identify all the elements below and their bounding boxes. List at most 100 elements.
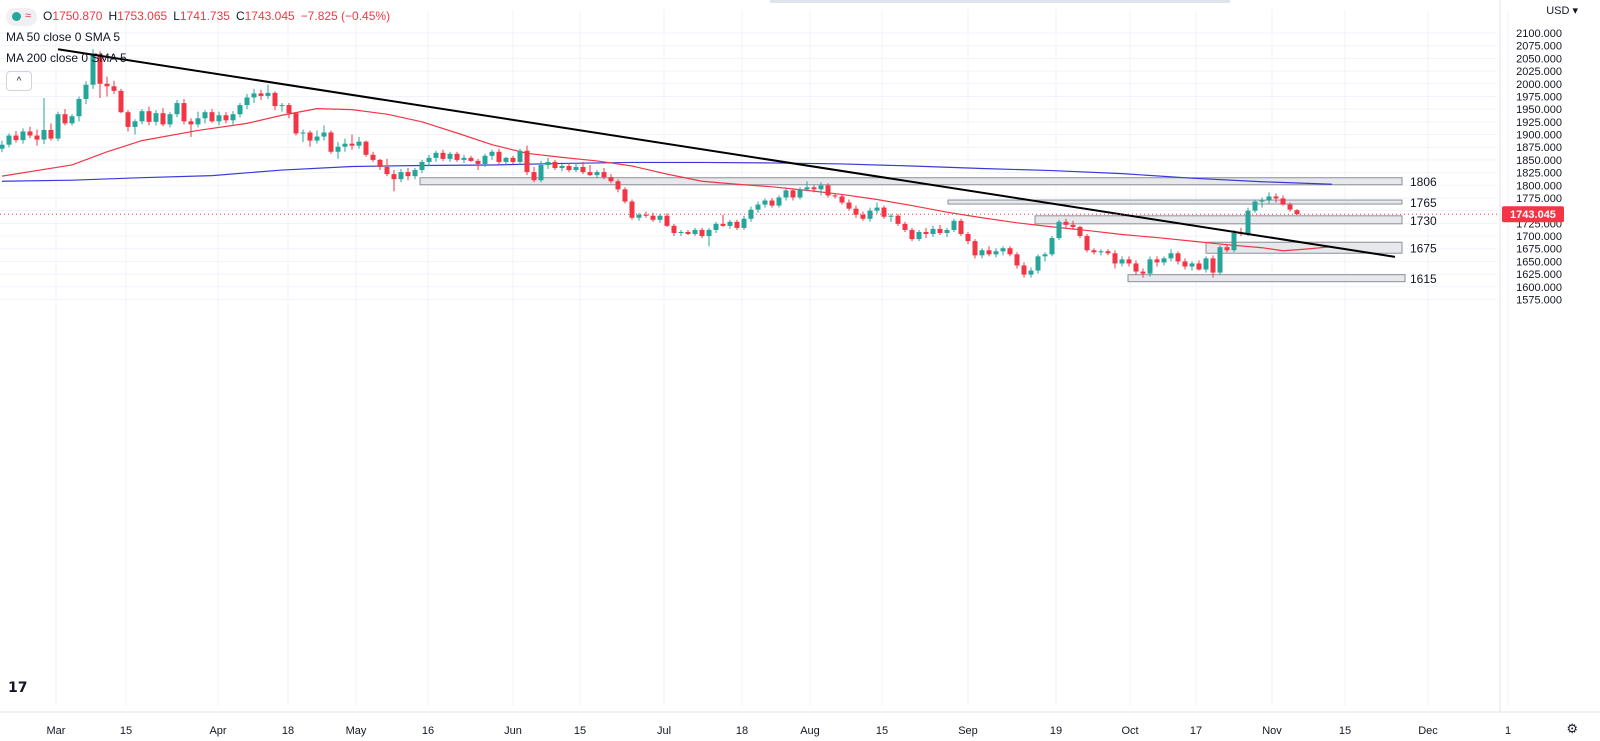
candle-body bbox=[1161, 258, 1167, 263]
candle-body bbox=[783, 190, 789, 198]
candle-body bbox=[13, 135, 19, 141]
candle-body bbox=[685, 231, 691, 235]
candle-body bbox=[1175, 253, 1181, 262]
candle-body bbox=[384, 167, 390, 175]
candle-body bbox=[657, 215, 663, 220]
candle-body bbox=[888, 215, 894, 217]
candle-body bbox=[692, 229, 698, 235]
level-label-1615: 1615 bbox=[1410, 272, 1437, 286]
y-tick-label: 1950.000 bbox=[1516, 104, 1562, 116]
candle-body bbox=[713, 223, 719, 230]
ma200-layer bbox=[1, 161, 1333, 185]
candle-body bbox=[965, 234, 971, 242]
candle-body bbox=[1224, 247, 1230, 251]
candle-body bbox=[489, 151, 495, 156]
candle-body bbox=[678, 231, 684, 233]
candle-body bbox=[867, 210, 873, 219]
candle-body bbox=[503, 157, 509, 162]
candle-body bbox=[1042, 254, 1048, 257]
symbol-status[interactable]: ≈ bbox=[6, 7, 38, 26]
candle-body bbox=[398, 172, 404, 180]
candle-body bbox=[1266, 196, 1272, 201]
candle-body bbox=[538, 164, 544, 181]
candle-body bbox=[1154, 259, 1160, 263]
x-tick-label: 17 bbox=[1190, 725, 1202, 737]
candle-body bbox=[797, 189, 803, 198]
candle-body bbox=[1049, 238, 1055, 255]
candle-body bbox=[524, 150, 530, 173]
candle-body bbox=[1182, 261, 1188, 267]
candle-body bbox=[370, 154, 376, 160]
change-value: −7.825 (−0.45%) bbox=[300, 9, 391, 23]
ma50-line bbox=[1, 108, 1333, 252]
x-tick-label: 18 bbox=[736, 725, 748, 737]
candle-body bbox=[748, 209, 754, 219]
candle-body bbox=[111, 86, 117, 91]
candle-body bbox=[552, 161, 558, 169]
candle-body bbox=[230, 114, 236, 121]
candle-body bbox=[734, 221, 740, 228]
x-tick-label: Dec bbox=[1418, 725, 1438, 737]
candle-body bbox=[1217, 247, 1223, 273]
candle-body bbox=[1091, 250, 1097, 253]
gear-icon[interactable]: ⚙ bbox=[1566, 721, 1578, 736]
candle-body bbox=[545, 161, 551, 165]
level-label-1765: 1765 bbox=[1410, 196, 1437, 210]
candle-body bbox=[902, 223, 908, 230]
candle-body bbox=[1105, 251, 1111, 254]
candle-body bbox=[741, 218, 747, 228]
chevron-up-icon[interactable]: ^ bbox=[6, 71, 32, 91]
ma50-legend[interactable]: MA 50 close 0 SMA 5 bbox=[6, 30, 121, 44]
candle-body bbox=[916, 231, 922, 240]
candle-body bbox=[1028, 270, 1034, 275]
candle-body bbox=[1133, 263, 1139, 272]
candle-body bbox=[314, 136, 320, 141]
candle-body bbox=[594, 172, 600, 176]
circle-status-icon bbox=[12, 12, 21, 21]
top-scroll-strip bbox=[770, 0, 1230, 3]
x-tick-label: Jun bbox=[504, 725, 522, 737]
y-tick-label: 1925.000 bbox=[1516, 117, 1562, 129]
candle-body bbox=[706, 229, 712, 237]
x-tick-label: 16 bbox=[422, 725, 434, 737]
candle-body bbox=[237, 105, 243, 115]
candle-body bbox=[300, 132, 306, 134]
currency-menu[interactable]: USD ▾ bbox=[1546, 5, 1578, 17]
candle-body bbox=[790, 190, 796, 198]
candle-body bbox=[272, 92, 278, 107]
candle-body bbox=[1021, 265, 1027, 275]
candle-body bbox=[48, 129, 54, 139]
y-tick-label: 1775.000 bbox=[1516, 193, 1562, 205]
candle-body bbox=[342, 143, 348, 147]
candle-body bbox=[1287, 204, 1293, 210]
tradingview-logo-icon[interactable]: 17 bbox=[8, 680, 28, 696]
candle-body bbox=[181, 103, 187, 122]
ma200-legend[interactable]: MA 200 close 0 SMA 5 bbox=[6, 51, 127, 65]
candle-body bbox=[636, 214, 642, 218]
x-tick-label: Aug bbox=[800, 725, 820, 737]
candle-body bbox=[566, 165, 572, 171]
candle-body bbox=[356, 141, 362, 146]
candle-body bbox=[216, 115, 222, 122]
candle-body bbox=[1063, 221, 1069, 225]
candle-body bbox=[223, 115, 229, 121]
candle-body bbox=[265, 92, 271, 96]
candle-body bbox=[979, 250, 985, 256]
candle-body bbox=[97, 54, 103, 84]
y-tick-label: 2000.000 bbox=[1516, 79, 1562, 91]
x-tick-label: Sep bbox=[958, 725, 978, 737]
y-tick-label: 1875.000 bbox=[1516, 142, 1562, 154]
candle-body bbox=[258, 93, 264, 96]
candle-body bbox=[517, 150, 523, 162]
candle-body bbox=[839, 196, 845, 203]
candle-body bbox=[580, 167, 586, 173]
candle-body bbox=[699, 229, 705, 237]
x-tick-label: 15 bbox=[120, 725, 132, 737]
candle-body bbox=[1168, 253, 1174, 259]
candle-body bbox=[6, 135, 12, 145]
ma200-line bbox=[1, 161, 1333, 185]
candle-body bbox=[643, 214, 649, 216]
candle-body bbox=[0, 144, 5, 149]
